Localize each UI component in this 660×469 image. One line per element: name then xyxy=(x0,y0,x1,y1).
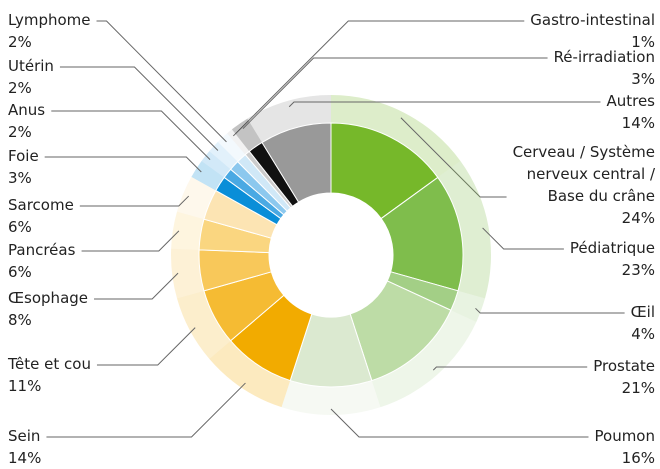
slice-label: Gastro-intestinal xyxy=(530,11,655,29)
label-line: Œil xyxy=(631,303,655,321)
leader-line xyxy=(81,230,180,252)
value-label: 8% xyxy=(8,311,32,329)
outer-ring-slice xyxy=(371,310,477,408)
value-label: 23% xyxy=(622,261,655,279)
outer-ring-slice xyxy=(450,290,485,322)
label-line: Prostate xyxy=(593,357,655,375)
slice-label: Œsophage xyxy=(8,289,88,307)
leader-line xyxy=(94,272,179,300)
value-label: 3% xyxy=(631,70,655,88)
label-line: Sein xyxy=(8,427,40,445)
leader-line xyxy=(46,382,246,438)
leader-line xyxy=(232,20,525,137)
leader-line xyxy=(400,117,507,198)
outer-ring-slice xyxy=(201,151,231,178)
slice-label: Cerveau / Système nerveux central / Base d… xyxy=(513,143,656,205)
leader-line xyxy=(242,57,548,130)
outer-ring-slice xyxy=(281,380,381,415)
value-label: 2% xyxy=(8,123,32,141)
label-line: Poumon xyxy=(595,427,656,445)
value-label: 2% xyxy=(8,79,32,97)
value-label: 14% xyxy=(8,449,41,465)
leader-line xyxy=(288,101,601,108)
value-label: 6% xyxy=(8,263,32,281)
value-label: 6% xyxy=(8,218,32,236)
leader-line xyxy=(79,195,190,207)
value-label: 4% xyxy=(631,325,655,343)
slice-label: Poumon xyxy=(595,427,656,445)
outer-ring-slice xyxy=(331,95,461,178)
leader-line xyxy=(432,366,588,371)
leader-line xyxy=(96,20,227,143)
label-line: Autres xyxy=(606,92,655,110)
slice-label: Prostate xyxy=(593,357,655,375)
slice-label: Tête et cou xyxy=(7,355,91,373)
label-line: Sarcome xyxy=(8,196,74,214)
slice-label: Utérin xyxy=(8,57,54,75)
label-line: Utérin xyxy=(8,57,54,75)
label-line: Pédiatrique xyxy=(570,239,655,257)
outer-ring-slice xyxy=(177,290,231,359)
outer-ring-slice xyxy=(177,176,216,220)
label-line: Tête et cou xyxy=(7,355,91,373)
outer-ring-slice xyxy=(231,118,263,152)
slice-label: Foie xyxy=(8,147,39,165)
label-line: Gastro-intestinal xyxy=(530,11,655,29)
slice-label: Ré-irradiation xyxy=(554,48,655,66)
value-label: 16% xyxy=(622,449,655,465)
outer-ring-slice xyxy=(171,211,204,250)
outer-ring-slice xyxy=(191,160,225,191)
label-line: Cerveau / Système xyxy=(513,143,655,161)
leader-line xyxy=(475,307,625,314)
slice-label: Œil xyxy=(631,303,655,321)
value-label: 24% xyxy=(622,209,655,227)
slice-label: Lymphome xyxy=(8,11,91,29)
slice-label: Pancréas xyxy=(8,241,76,259)
leader-line xyxy=(96,327,196,366)
value-label: 21% xyxy=(622,379,655,397)
label-line: Œsophage xyxy=(8,289,88,307)
label-line: Foie xyxy=(8,147,39,165)
value-label: 11% xyxy=(8,377,41,395)
label-line: Base du crâne xyxy=(548,187,655,205)
outer-ring-slice xyxy=(171,248,204,299)
label-line: Anus xyxy=(8,101,45,119)
slice-label: Sein xyxy=(8,427,40,445)
outer-ring-slice xyxy=(209,340,291,408)
label-line: Lymphome xyxy=(8,11,91,29)
value-label: 1% xyxy=(631,33,655,51)
value-label: 14% xyxy=(622,114,655,132)
label-line: Pancréas xyxy=(8,241,76,259)
label-line: nerveux central / xyxy=(527,165,656,183)
value-label: 2% xyxy=(8,33,32,51)
slice-label: Pédiatrique xyxy=(570,239,655,257)
outer-ring-slice xyxy=(227,129,250,155)
outer-ring-slice xyxy=(247,95,331,143)
leader-line xyxy=(330,408,589,438)
slice xyxy=(261,122,332,203)
leader-line xyxy=(51,110,211,161)
leader-line xyxy=(482,227,564,250)
outer-ring-slice xyxy=(437,160,491,299)
slice-label: Anus xyxy=(8,101,45,119)
value-label: 3% xyxy=(8,169,32,187)
slice-label: Sarcome xyxy=(8,196,74,214)
label-line: Ré-irradiation xyxy=(554,48,655,66)
leader-line xyxy=(59,66,219,151)
slice-label: Autres xyxy=(606,92,655,110)
leader-line xyxy=(44,156,202,173)
